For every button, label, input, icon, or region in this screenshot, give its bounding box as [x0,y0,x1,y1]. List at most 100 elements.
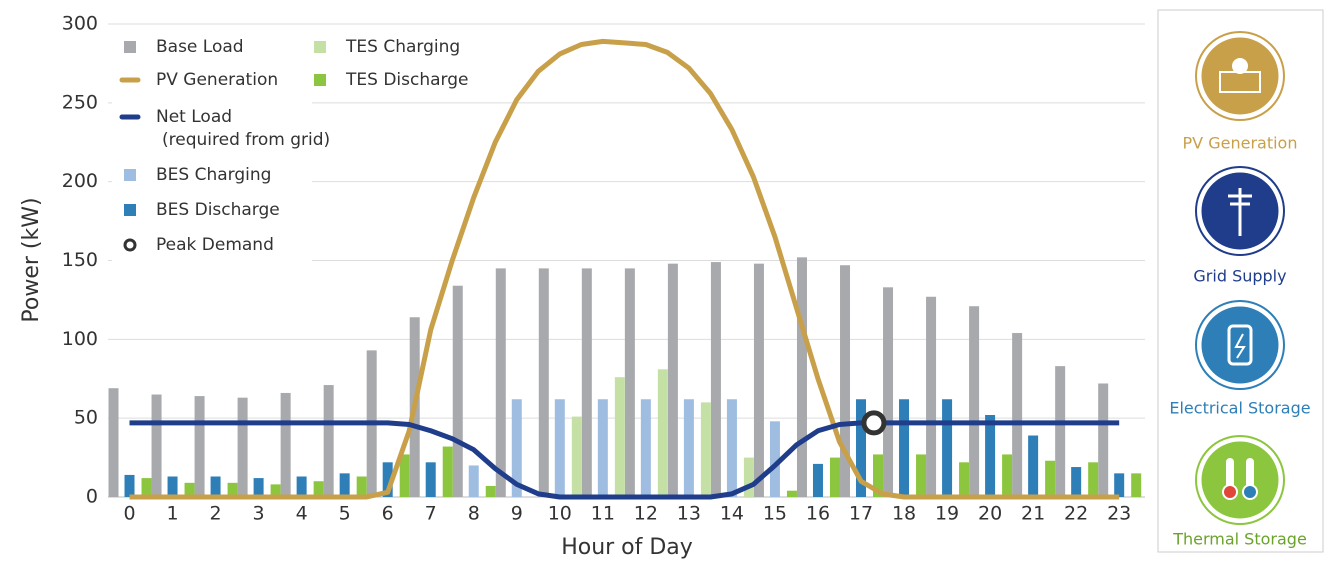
bar [141,478,152,497]
x-tick-label: 9 [511,503,523,525]
bar [253,478,264,497]
bar [812,463,823,497]
y-tick-label: 250 [62,91,98,113]
legend-bg [112,28,312,264]
legend-swatch [124,41,136,53]
legend-label: PV Generation [156,70,278,90]
bar [124,474,135,497]
line [129,38,1120,500]
bar [210,476,221,497]
bar [969,306,980,497]
bar [184,482,195,497]
bar [597,399,608,497]
bar [710,262,721,497]
bar [614,377,625,497]
x-tick-label: 18 [892,503,916,525]
x-tick-label: 12 [634,503,658,525]
x-tick-label: 17 [849,503,873,525]
bar [227,482,238,497]
bar [683,399,694,497]
legend-swatch [123,238,137,252]
x-tick-label: 5 [339,503,351,525]
x-tick-label: 0 [123,503,135,525]
bar [399,454,410,497]
x-tick-label: 11 [591,503,615,525]
legend-bg [300,28,500,98]
bar [452,285,463,497]
peak-marker [861,410,887,436]
bar [726,399,737,497]
bar [270,484,281,497]
line [129,420,1120,500]
battery-icon [1195,300,1285,390]
y-tick-label: 200 [62,170,98,192]
bar [840,265,851,497]
y-tick-label: 300 [62,13,98,35]
x-tick-label: 15 [763,503,787,525]
legend-swatch [314,74,326,86]
panel-label: Thermal Storage [1172,530,1307,549]
bar [700,402,711,497]
bar [829,457,840,497]
bar [468,465,479,497]
bar [883,287,894,497]
legend-label: Base Load [156,37,244,57]
x-tick-label: 19 [935,503,959,525]
bar [753,263,764,497]
bar [796,257,807,497]
bar [425,462,436,497]
legend-label: TES Discharge [345,70,468,90]
y-tick-label: 150 [62,249,98,271]
panel-label: PV Generation [1183,134,1298,153]
legend-swatch [124,169,136,181]
bar [1045,460,1056,497]
bar [959,462,970,497]
bar [151,394,162,497]
x-tick-label: 2 [210,503,222,525]
x-tick-label: 10 [548,503,572,525]
x-tick-label: 23 [1107,503,1131,525]
bar [1028,435,1039,497]
bar [296,476,307,497]
bar [899,399,910,497]
bar [442,446,453,497]
y-tick-label: 100 [62,328,98,350]
bar [942,399,953,497]
bar [554,399,565,497]
legend-label: BES Discharge [156,200,280,220]
x-tick-label: 7 [425,503,437,525]
bar [382,462,393,497]
x-tick-label: 20 [978,503,1002,525]
bar [280,392,291,497]
bar [495,268,506,497]
bar [667,263,678,497]
legend-swatch [314,41,326,53]
pv-icon [1195,31,1285,121]
bar [926,296,937,497]
bar [339,473,350,497]
bar [1131,473,1142,497]
legend-label: TES Charging [345,37,460,57]
bar [873,454,884,497]
x-tick-label: 21 [1021,503,1045,525]
side-panel: PV Generation Grid Supply Electrical Sto… [1157,9,1324,553]
bar [1002,454,1013,497]
bar [640,399,651,497]
y-tick-label: 0 [86,486,98,508]
bar [769,421,780,497]
bar [581,268,592,497]
x-axis-label: Hour of Day [561,535,693,560]
legend-note: (required from grid) [162,130,330,150]
panel-label: Grid Supply [1193,267,1286,286]
bar [1114,473,1125,497]
bar [743,457,754,497]
legend-label: Net Load [156,107,232,127]
bar [237,397,248,497]
bar [624,268,635,497]
bar [313,481,324,497]
bar [1098,383,1109,497]
x-tick-label: 1 [166,503,178,525]
bar [356,476,367,497]
